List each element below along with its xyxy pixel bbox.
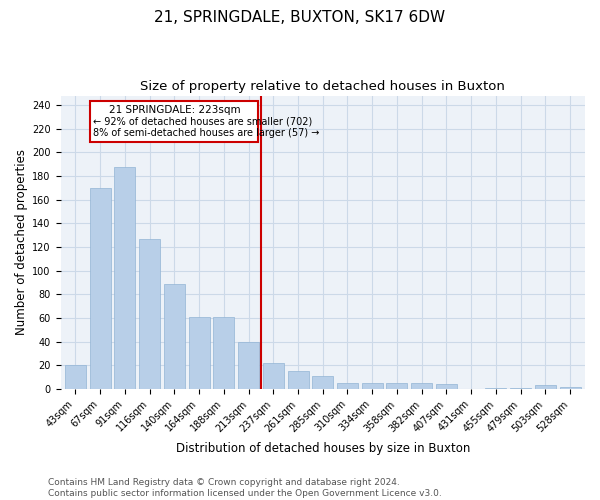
Text: 21 SPRINGDALE: 223sqm: 21 SPRINGDALE: 223sqm bbox=[109, 105, 240, 115]
Bar bbox=[560, 386, 581, 389]
Bar bbox=[139, 238, 160, 389]
Bar bbox=[312, 376, 333, 389]
Bar bbox=[510, 388, 531, 389]
Bar bbox=[287, 372, 308, 389]
Bar bbox=[485, 388, 506, 389]
Bar bbox=[213, 317, 235, 389]
Bar bbox=[436, 384, 457, 389]
Bar bbox=[188, 317, 209, 389]
Bar bbox=[362, 383, 383, 389]
X-axis label: Distribution of detached houses by size in Buxton: Distribution of detached houses by size … bbox=[176, 442, 470, 455]
Bar bbox=[386, 383, 407, 389]
Y-axis label: Number of detached properties: Number of detached properties bbox=[15, 150, 28, 336]
Bar bbox=[238, 342, 259, 389]
Bar bbox=[115, 166, 136, 389]
Text: ← 92% of detached houses are smaller (702): ← 92% of detached houses are smaller (70… bbox=[92, 117, 312, 127]
FancyBboxPatch shape bbox=[90, 102, 259, 141]
Text: 8% of semi-detached houses are larger (57) →: 8% of semi-detached houses are larger (5… bbox=[92, 128, 319, 138]
Bar bbox=[65, 366, 86, 389]
Bar bbox=[337, 383, 358, 389]
Title: Size of property relative to detached houses in Buxton: Size of property relative to detached ho… bbox=[140, 80, 505, 93]
Bar bbox=[411, 383, 432, 389]
Bar bbox=[164, 284, 185, 389]
Text: 21, SPRINGDALE, BUXTON, SK17 6DW: 21, SPRINGDALE, BUXTON, SK17 6DW bbox=[154, 10, 446, 25]
Text: Contains HM Land Registry data © Crown copyright and database right 2024.
Contai: Contains HM Land Registry data © Crown c… bbox=[48, 478, 442, 498]
Bar bbox=[535, 386, 556, 389]
Bar bbox=[89, 188, 110, 389]
Bar bbox=[263, 363, 284, 389]
